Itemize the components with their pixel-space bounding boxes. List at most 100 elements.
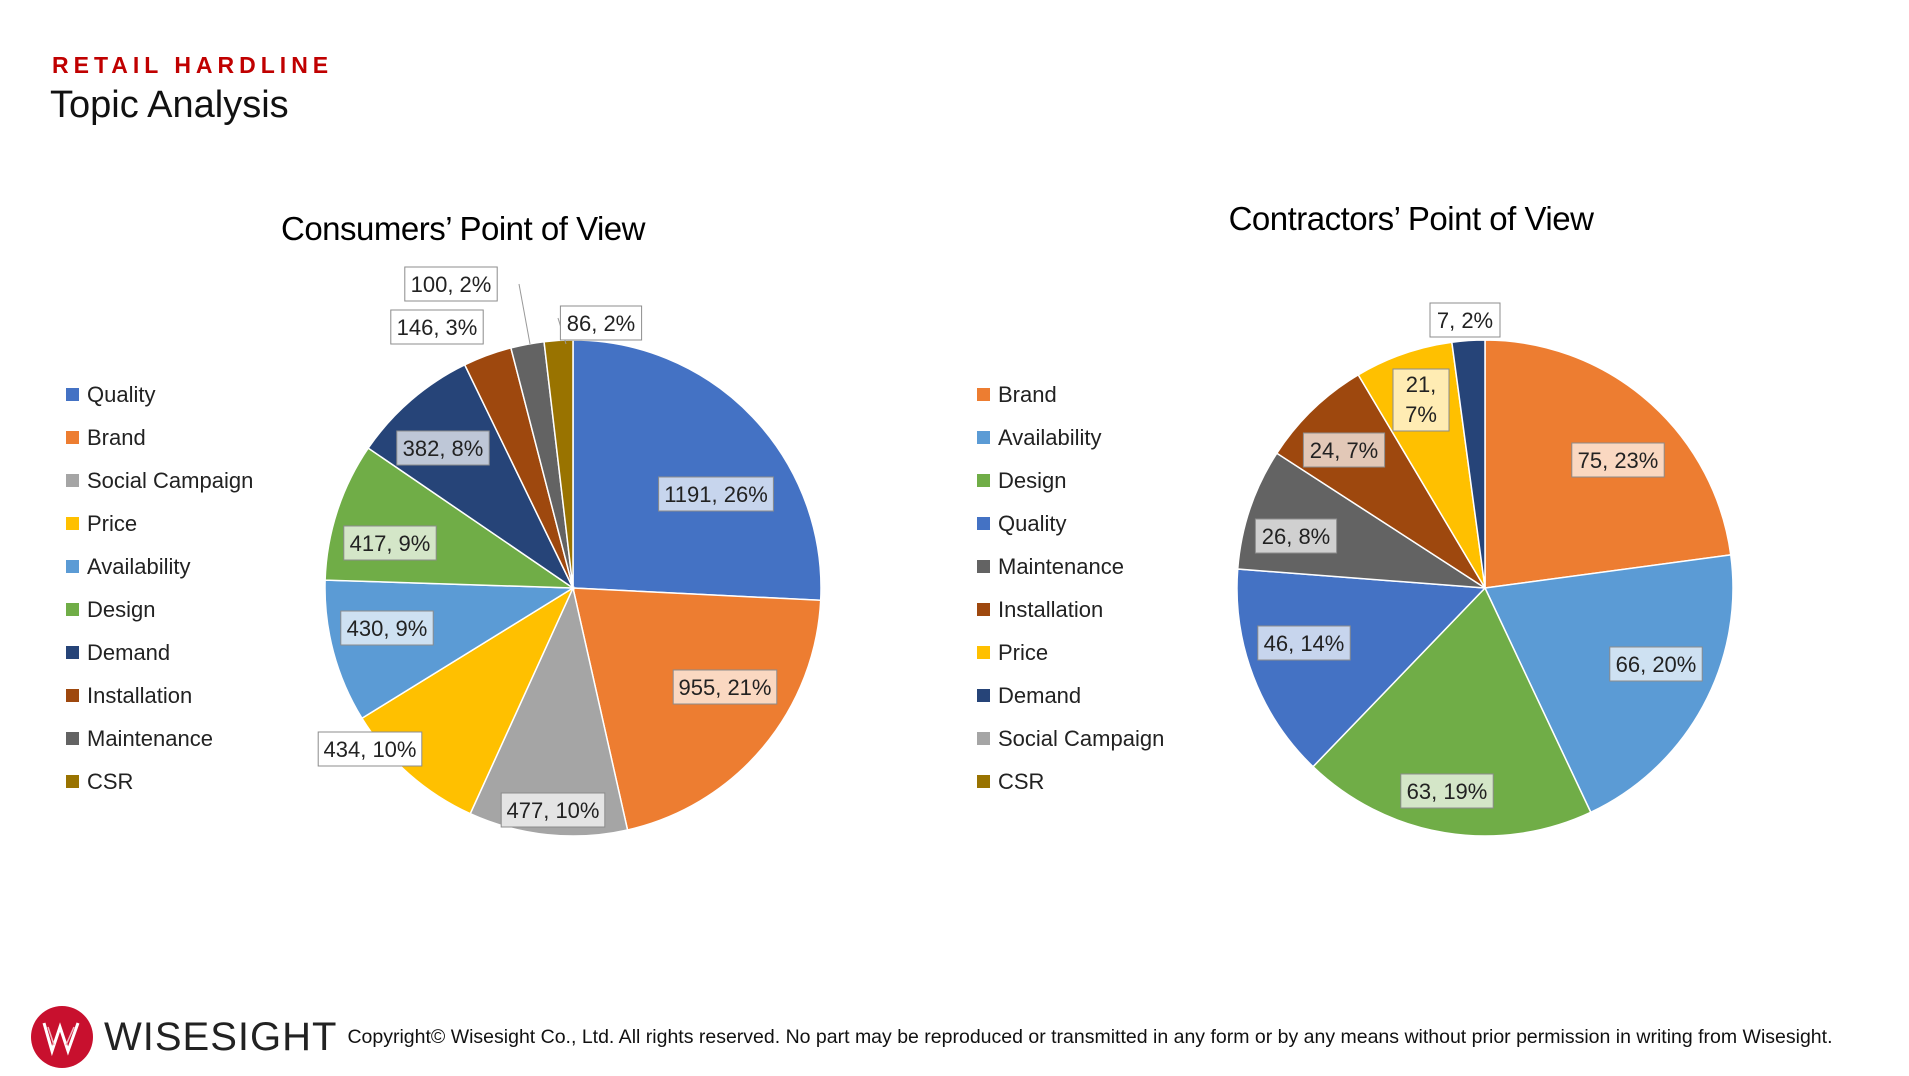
legend-label: Demand	[87, 639, 171, 665]
legend-label: Availability	[998, 424, 1102, 450]
data-label-text: 86, 2%	[567, 311, 636, 336]
legend-label: Availability	[87, 553, 191, 579]
data-label-text: 430, 9%	[347, 616, 428, 641]
data-label-text: 26, 8%	[1262, 524, 1331, 549]
pie-slice-demand	[367, 363, 575, 591]
legend-swatch	[66, 431, 79, 444]
data-label-text: 7, 2%	[1437, 308, 1493, 333]
data-label-text: 417, 9%	[350, 531, 431, 556]
data-label: 430, 9%	[340, 610, 434, 646]
consumers-legend: Quality Brand Social Campaign Price Availabi…	[66, 373, 253, 803]
pie-slice-design	[1311, 586, 1592, 837]
legend-item: Brand	[66, 416, 253, 459]
data-label: 86, 2%	[559, 305, 643, 341]
data-label-text: 75, 23%	[1578, 448, 1659, 473]
pie-slice-demand	[1450, 339, 1486, 589]
legend-label: CSR	[998, 768, 1045, 794]
legend-label: CSR	[87, 768, 134, 794]
data-label: 63, 19%	[1400, 773, 1494, 809]
data-label: 146, 3%	[390, 309, 484, 345]
legend-item: Social Campaign	[66, 459, 253, 502]
data-label: 21,7%	[1392, 368, 1450, 432]
data-label-text: 7%	[1405, 402, 1437, 427]
legend-swatch	[66, 775, 79, 788]
legend-item: Availability	[66, 545, 253, 588]
data-label: 24, 7%	[1302, 432, 1386, 468]
legend-item: Demand	[66, 631, 253, 674]
data-label: 955, 21%	[672, 669, 778, 705]
legend-label: Installation	[87, 682, 193, 708]
legend-label: Quality	[998, 510, 1067, 536]
legend-item: Design	[66, 588, 253, 631]
legend-swatch	[66, 517, 79, 530]
legend-label: Design	[87, 596, 156, 622]
legend-item: CSR	[66, 760, 253, 803]
pie-slice-availability	[1483, 554, 1734, 814]
data-label-text: 1191, 26%	[664, 482, 768, 507]
legend-swatch	[66, 732, 79, 745]
legend-swatch	[66, 388, 79, 401]
legend-item: Demand	[977, 674, 1164, 717]
pie-slice-quality	[572, 339, 822, 602]
legend-label: Quality	[87, 381, 156, 407]
legend-label: Price	[998, 639, 1049, 665]
legend-swatch	[977, 646, 990, 659]
data-label-text: 63, 19%	[1407, 779, 1488, 804]
data-label-box	[1257, 625, 1351, 661]
wisesight-logo-icon	[31, 1006, 93, 1068]
legend-swatch	[977, 689, 990, 702]
legend-label: Design	[998, 467, 1067, 493]
legend-swatch	[66, 646, 79, 659]
legend-label: Brand	[998, 381, 1057, 407]
data-label-text: 434, 10%	[324, 737, 417, 762]
legend-item: Installation	[977, 588, 1164, 631]
data-label: 382, 8%	[396, 430, 490, 466]
pie-slice-installation	[1275, 373, 1486, 589]
data-label-box	[340, 610, 434, 646]
legend-item: Maintenance	[977, 545, 1164, 588]
data-label-text: 66, 20%	[1616, 652, 1697, 677]
data-label: 26, 8%	[1254, 518, 1338, 554]
data-label: 1191, 26%	[658, 476, 774, 512]
legend-swatch	[977, 732, 990, 745]
legend-item: Maintenance	[66, 717, 253, 760]
legend-swatch	[66, 603, 79, 616]
legend-label: Maintenance	[87, 725, 213, 751]
legend-swatch	[977, 775, 990, 788]
legend-label: Social Campaign	[998, 725, 1165, 751]
legend-item: Price	[977, 631, 1164, 674]
legend-item: Brand	[977, 373, 1164, 416]
pie-slice-quality	[1236, 568, 1487, 768]
data-label: 7, 2%	[1429, 302, 1501, 338]
data-label-box	[390, 309, 484, 345]
legend-swatch	[66, 689, 79, 702]
leader-line	[518, 283, 531, 345]
data-label-box	[317, 731, 423, 767]
legend-item: Design	[977, 459, 1164, 502]
legend-label: Maintenance	[998, 553, 1124, 579]
data-label: 46, 14%	[1257, 625, 1351, 661]
legend-item: Quality	[66, 373, 253, 416]
brand-name: WISESIGHT	[104, 1014, 338, 1059]
data-label-box	[1392, 368, 1450, 432]
legend-swatch	[66, 560, 79, 573]
footer: WISESIGHT Copyright© Wisesight Co., Ltd.…	[30, 1005, 1833, 1069]
data-label-box	[658, 476, 774, 512]
data-label-box	[672, 669, 778, 705]
legend-item: CSR	[977, 760, 1164, 803]
legend-swatch	[66, 474, 79, 487]
data-label-box	[1571, 442, 1665, 478]
legend-swatch	[977, 431, 990, 444]
data-label-text: 477, 10%	[507, 798, 600, 823]
data-label-box	[1429, 302, 1501, 338]
legend-item: Installation	[66, 674, 253, 717]
pie-slice-maintenance	[1236, 452, 1486, 589]
legend-swatch	[977, 388, 990, 401]
data-label-text: 24, 7%	[1310, 438, 1379, 463]
legend-swatch	[977, 560, 990, 573]
data-label-text: 146, 3%	[397, 315, 478, 340]
pie-slice-social-campaign	[469, 585, 629, 837]
data-label-box	[1302, 432, 1386, 468]
data-label-box	[1400, 773, 1494, 809]
